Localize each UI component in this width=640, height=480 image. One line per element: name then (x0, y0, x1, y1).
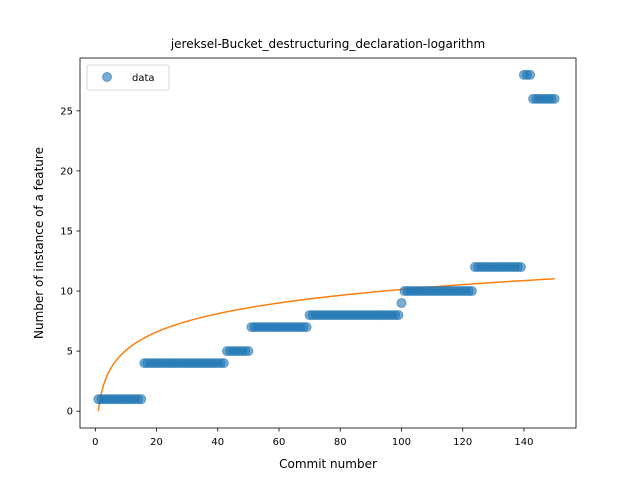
x-tick-label: 20 (150, 437, 163, 448)
chart-title: jereksel-Bucket_destructuring_declaratio… (170, 37, 485, 51)
data-point (136, 394, 147, 405)
y-tick-label: 25 (60, 106, 73, 117)
data-point (515, 262, 526, 273)
x-tick-label: 140 (514, 437, 533, 448)
x-tick-label: 120 (453, 437, 472, 448)
data-point (466, 286, 477, 297)
x-tick-label: 40 (211, 437, 224, 448)
fit-line (97, 278, 555, 412)
data-point (243, 346, 254, 357)
data-point (525, 69, 536, 80)
x-tick-label: 0 (92, 437, 98, 448)
data-point (393, 310, 404, 321)
axes-frame (79, 57, 577, 429)
y-tick-label: 20 (60, 166, 73, 177)
y-tick-label: 5 (67, 347, 73, 358)
data-point (301, 322, 312, 333)
legend-marker-data (102, 72, 112, 82)
y-axis-label: Number of instance of a feature (32, 147, 46, 339)
x-tick-label: 60 (273, 437, 286, 448)
data-point (549, 93, 560, 104)
x-tick-label: 80 (334, 437, 347, 448)
x-axis-label: Commit number (279, 457, 377, 471)
data-point (396, 298, 407, 309)
y-tick-label: 10 (60, 287, 73, 298)
y-tick-label: 0 (67, 407, 73, 418)
x-tick-label: 100 (392, 437, 411, 448)
axis-ticks: 0 20 40 60 80 100 120 140 0 5 10 15 20 25 (60, 106, 533, 448)
legend: data (86, 64, 170, 91)
y-tick-label: 15 (60, 226, 73, 237)
legend-box (86, 64, 170, 91)
data-point (218, 358, 229, 369)
plot-area (93, 69, 560, 412)
legend-label-data: data (132, 73, 155, 84)
